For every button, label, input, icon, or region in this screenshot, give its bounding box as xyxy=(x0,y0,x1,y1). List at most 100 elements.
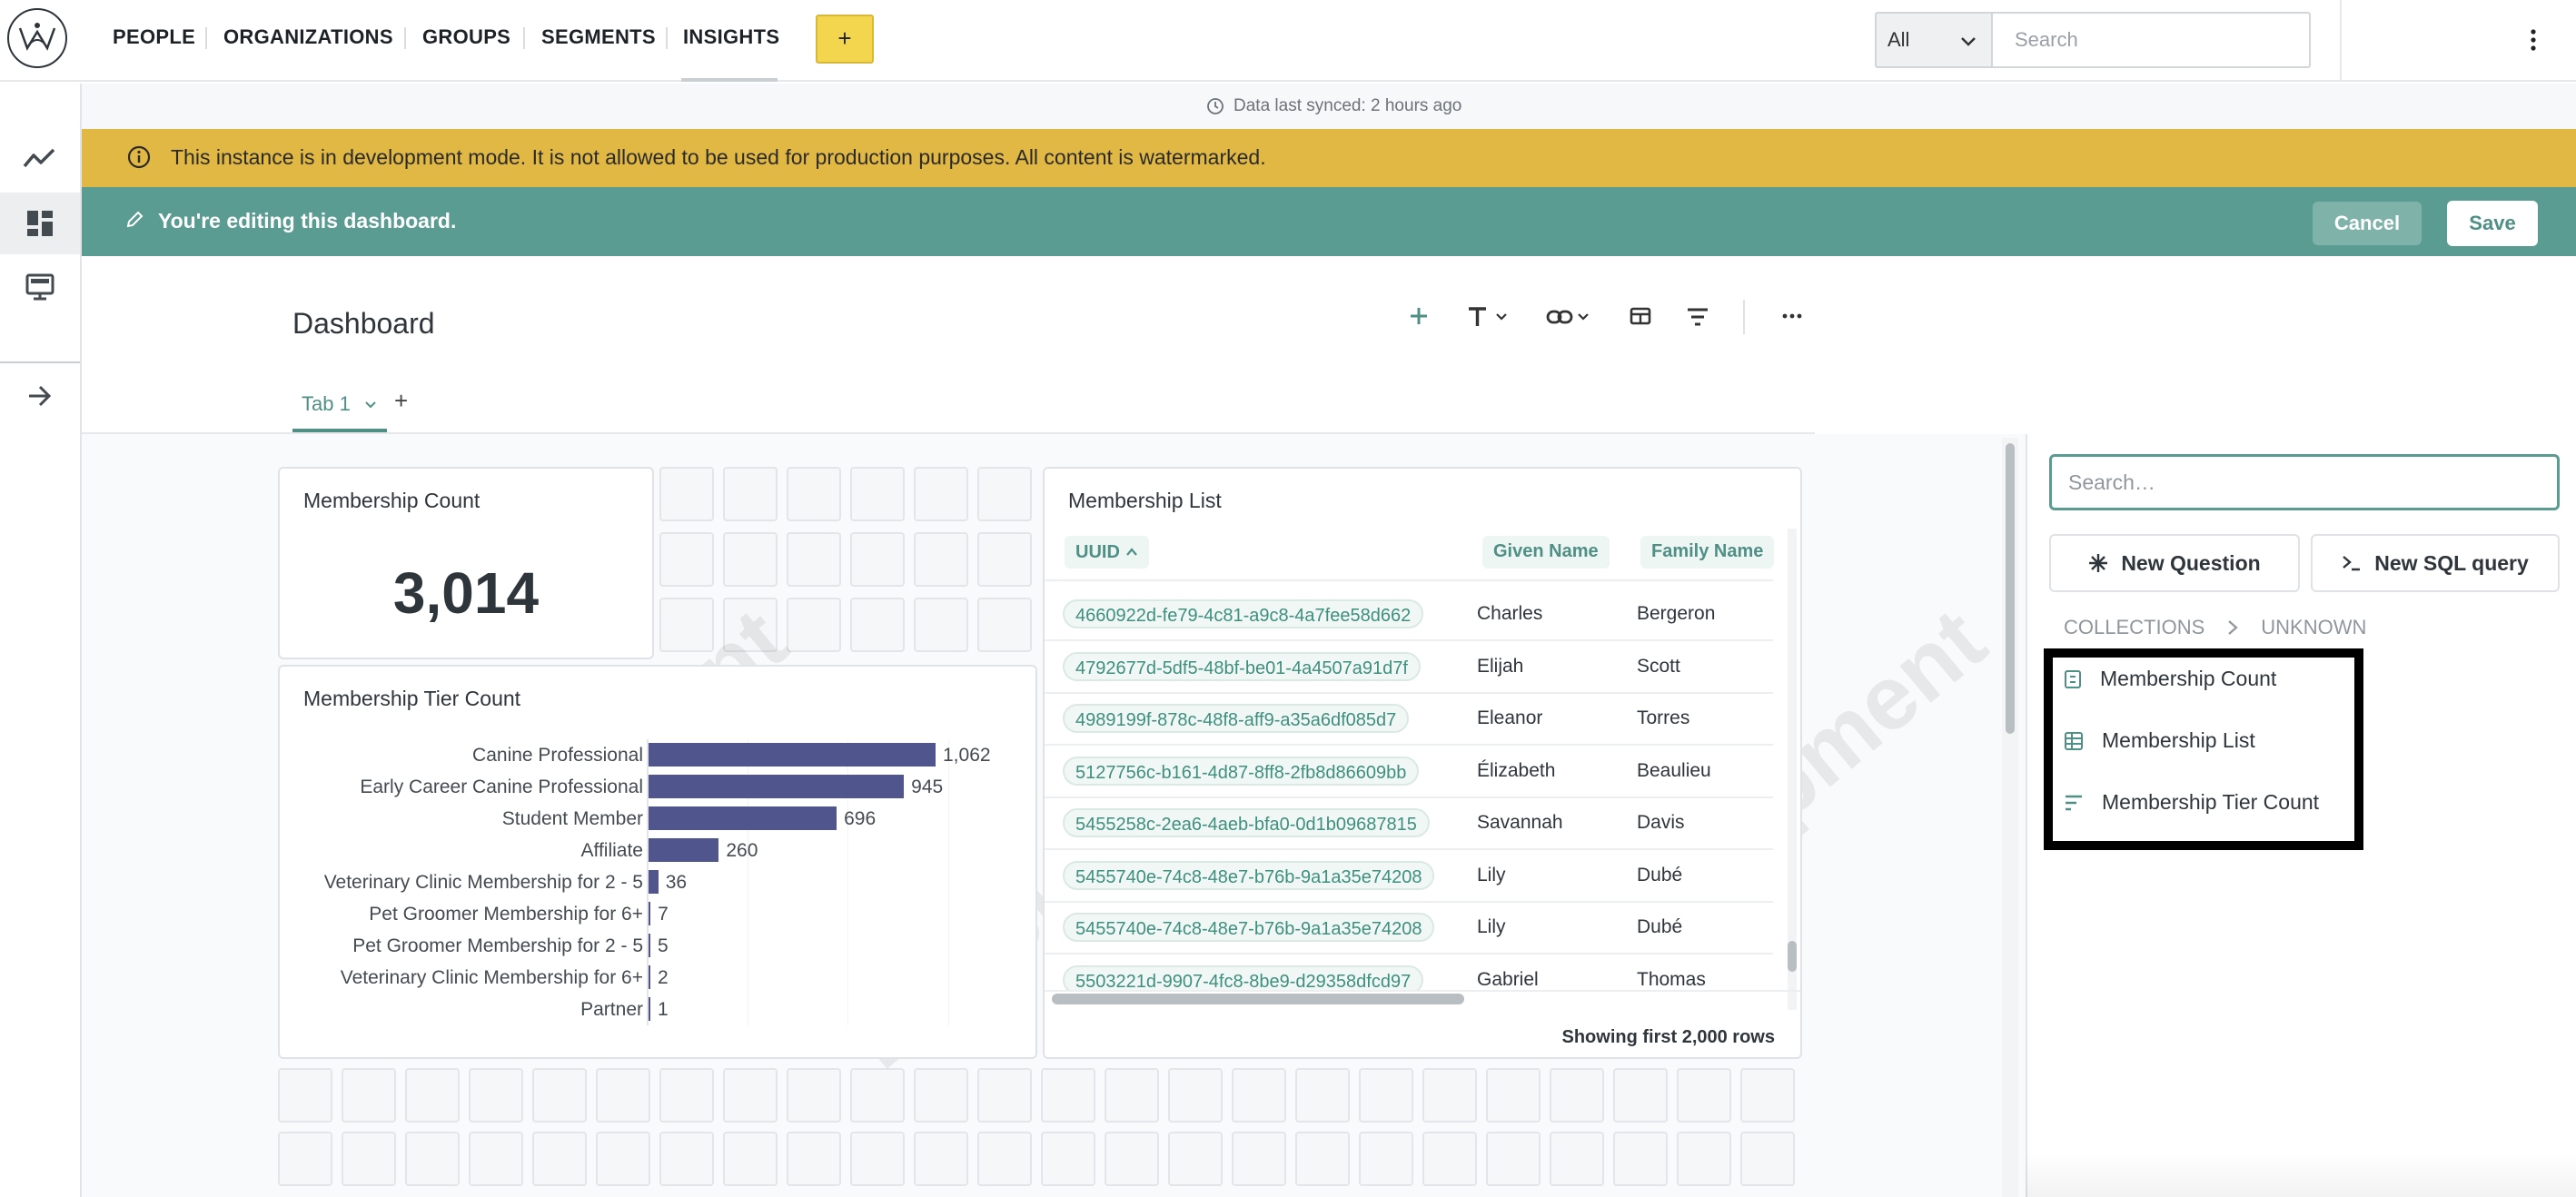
filter-icon[interactable] xyxy=(1686,307,1709,327)
column-header-given-name[interactable]: Given Name xyxy=(1482,536,1610,569)
grid-cell xyxy=(532,1132,587,1186)
grid-cell xyxy=(1295,1132,1350,1186)
membership-list-card[interactable]: Membership List UUID Given Name Family N… xyxy=(1043,467,1802,1059)
given-name-cell: Élizabeth xyxy=(1477,759,1556,781)
table-hscroll-thumb[interactable] xyxy=(1052,994,1464,1004)
chevron-right-icon xyxy=(2228,620,2238,635)
nav-groups[interactable]: GROUPS xyxy=(422,25,511,48)
global-search-input[interactable] xyxy=(1991,12,2311,68)
grid-cell xyxy=(1613,1068,1668,1123)
chart-bar[interactable] xyxy=(649,965,650,989)
grid-cell xyxy=(1422,1132,1477,1186)
dashboard-title[interactable]: Dashboard xyxy=(292,307,435,340)
grid-cell xyxy=(787,598,841,652)
grid-cell xyxy=(850,598,905,652)
table-vscroll-track[interactable] xyxy=(1788,529,1797,1010)
add-icon[interactable] xyxy=(1408,305,1430,327)
add-tab-button[interactable]: + xyxy=(394,387,409,414)
header-divider xyxy=(1045,579,1773,581)
sidebar-search-input[interactable] xyxy=(2049,454,2560,510)
topbar-divider xyxy=(2340,0,2342,80)
more-icon[interactable] xyxy=(1781,312,1803,320)
new-sql-query-label: New SQL query xyxy=(2374,550,2529,575)
chevron-down-icon xyxy=(1961,37,1976,46)
nav-people[interactable]: PEOPLE xyxy=(113,25,196,48)
dashboard-scroll-thumb[interactable] xyxy=(2006,443,2015,734)
uuid-cell[interactable]: 5455740e-74c8-48e7-b76b-9a1a35e74208 xyxy=(1063,913,1435,942)
search-scope-select[interactable]: All xyxy=(1875,12,1991,68)
membership-tier-count-card[interactable]: Membership Tier Count Canine Professiona… xyxy=(278,665,1037,1059)
rail-analytics-button[interactable] xyxy=(0,127,80,189)
section-icon[interactable] xyxy=(1630,307,1651,325)
grid-cell xyxy=(1359,1132,1413,1186)
chart-bar[interactable] xyxy=(649,902,651,925)
uuid-cell[interactable]: 5127756c-b161-4d87-8ff8-2fb8d86609bb xyxy=(1063,756,1420,786)
add-question-sidebar: New Question New SQL query COLLECTIONS U… xyxy=(2026,434,2576,1197)
breadcrumb-unknown[interactable]: UNKNOWN xyxy=(2261,616,2367,638)
grid-cell xyxy=(278,1068,332,1123)
rail-dashboard-button[interactable] xyxy=(0,193,80,254)
uuid-cell[interactable]: 5455740e-74c8-48e7-b76b-9a1a35e74208 xyxy=(1063,860,1435,890)
grid-cell xyxy=(1550,1132,1604,1186)
dashboard-grid: Development Development Development Memb… xyxy=(82,434,2026,1197)
table-vscroll-thumb[interactable] xyxy=(1788,941,1797,972)
grid-cell xyxy=(596,1132,650,1186)
grid-cell xyxy=(977,467,1032,521)
sidebar-item-membership-list[interactable]: Membership List xyxy=(2064,728,2255,753)
link-icon[interactable] xyxy=(1546,305,1593,329)
grid-cell xyxy=(1422,1068,1477,1123)
chevron-down-icon[interactable] xyxy=(363,398,378,412)
sidebar-item-membership-count[interactable]: Membership Count xyxy=(2064,667,2276,691)
dev-mode-banner: This instance is in development mode. It… xyxy=(82,129,2576,187)
new-sql-query-button[interactable]: New SQL query xyxy=(2311,534,2560,592)
uuid-cell[interactable]: 4660922d-fe79-4c81-a9c8-4a7fee58d662 xyxy=(1063,599,1424,628)
new-question-button[interactable]: New Question xyxy=(2049,534,2300,592)
chart-category-label: Veterinary Clinic Membership for 2 - 5 xyxy=(323,872,643,893)
column-header-uuid[interactable]: UUID xyxy=(1065,536,1149,569)
uuid-cell[interactable]: 5503221d-9907-4fc8-8be9-d29358dfcd97 xyxy=(1063,965,1424,990)
grid-cell xyxy=(977,1068,1032,1123)
chart-bar[interactable] xyxy=(649,934,650,957)
sidebar-item-membership-tier-count[interactable]: Membership Tier Count xyxy=(2064,790,2319,815)
uuid-cell[interactable]: 4792677d-5df5-48bf-be01-4a4507a91d7f xyxy=(1063,651,1421,681)
bar-chart-icon xyxy=(2066,795,2082,810)
nav-add-button[interactable]: + xyxy=(816,15,874,64)
rail-expand-button[interactable] xyxy=(0,365,80,427)
chart-bar[interactable] xyxy=(649,775,905,798)
uuid-cell[interactable]: 5455258c-2ea6-4aeb-bfa0-0d1b09687815 xyxy=(1063,808,1430,837)
grid-cell xyxy=(1486,1068,1541,1123)
dev-mode-message: This instance is in development mode. It… xyxy=(171,145,1266,169)
chart-bar[interactable] xyxy=(649,870,659,894)
membership-count-card[interactable]: Membership Count 3,014 xyxy=(278,467,654,659)
chart-bar[interactable] xyxy=(649,997,650,1021)
sidebar-item-label: Membership Tier Count xyxy=(2102,790,2320,814)
chart-bar[interactable] xyxy=(649,838,719,862)
chart-category-label: Partner xyxy=(580,999,643,1020)
nav-insights[interactable]: INSIGHTS xyxy=(683,25,780,48)
nav-organizations[interactable]: ORGANIZATIONS xyxy=(223,25,393,48)
row-divider xyxy=(1045,796,1773,798)
clock-icon xyxy=(1207,98,1224,114)
more-options-icon[interactable] xyxy=(2528,27,2539,53)
grid-cell xyxy=(1232,1132,1286,1186)
given-name-cell: Lily xyxy=(1477,916,1506,937)
chart-bar[interactable] xyxy=(649,743,936,767)
tab-1[interactable]: Tab 1 xyxy=(302,392,351,415)
text-icon[interactable] xyxy=(1466,305,1513,329)
grid-cell xyxy=(659,598,714,652)
column-header-family-name[interactable]: Family Name xyxy=(1640,536,1775,569)
nav-segments[interactable]: SEGMENTS xyxy=(541,25,656,48)
grid-cell xyxy=(659,467,714,521)
save-button[interactable]: Save xyxy=(2447,201,2538,246)
chart-axis xyxy=(647,739,649,1025)
uuid-cell[interactable]: 4989199f-878c-48f8-aff9-a35a6df085d7 xyxy=(1063,704,1410,733)
sidebar-bottom-shadow xyxy=(2026,1153,2576,1197)
grid-cell xyxy=(787,467,841,521)
row-divider xyxy=(1045,848,1773,850)
breadcrumb-collections[interactable]: COLLECTIONS xyxy=(2064,616,2205,638)
app-logo[interactable] xyxy=(7,8,67,68)
row-divider xyxy=(1045,691,1773,694)
rail-reports-button[interactable] xyxy=(0,256,80,318)
chart-bar[interactable] xyxy=(649,806,837,830)
cancel-button[interactable]: Cancel xyxy=(2313,202,2422,245)
